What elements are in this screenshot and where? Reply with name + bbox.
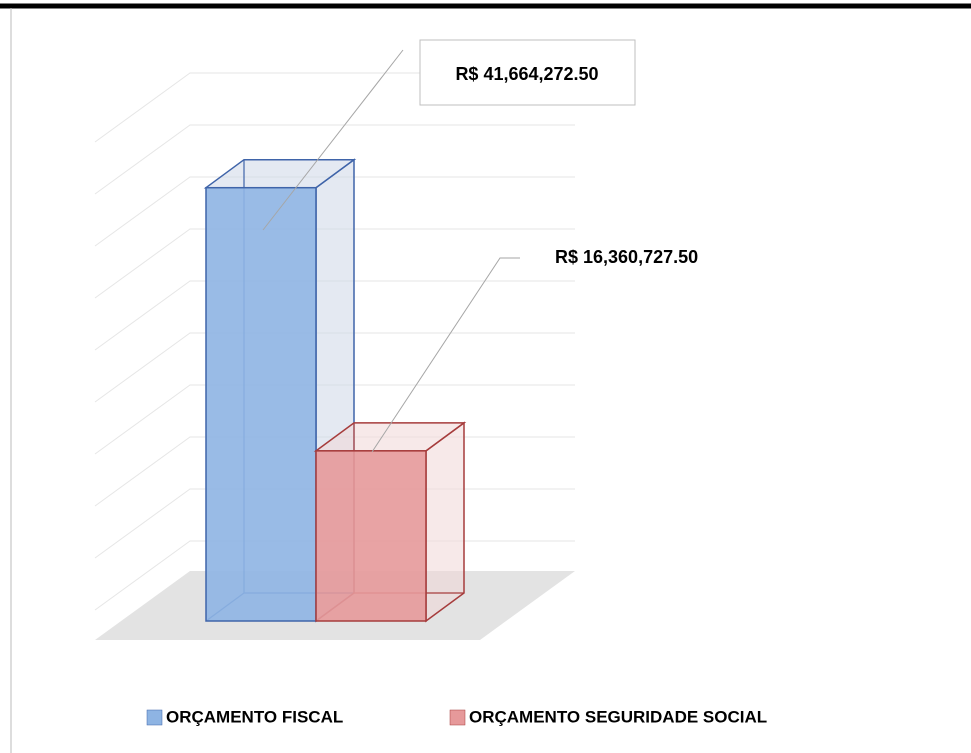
data-label: R$ 16,360,727.50 — [555, 247, 698, 267]
leader-line — [371, 257, 520, 453]
grid-line — [94, 176, 575, 247]
legend-label: ORÇAMENTO SEGURIDADE SOCIAL — [469, 707, 767, 726]
bar-side — [425, 421, 465, 623]
legend-swatch — [146, 709, 163, 726]
grid-line — [94, 384, 575, 455]
leader-line — [262, 49, 404, 231]
bar — [315, 450, 427, 622]
legend-label: ORÇAMENTO FISCAL — [166, 707, 343, 726]
legend-swatch — [449, 709, 466, 726]
data-label: R$ 41,664,272.50 — [455, 64, 598, 84]
grid-line — [94, 280, 575, 351]
label-box — [419, 39, 636, 106]
bar — [205, 186, 317, 622]
grid-line — [94, 332, 575, 403]
grid-line — [94, 228, 575, 299]
grid-line — [94, 124, 575, 195]
